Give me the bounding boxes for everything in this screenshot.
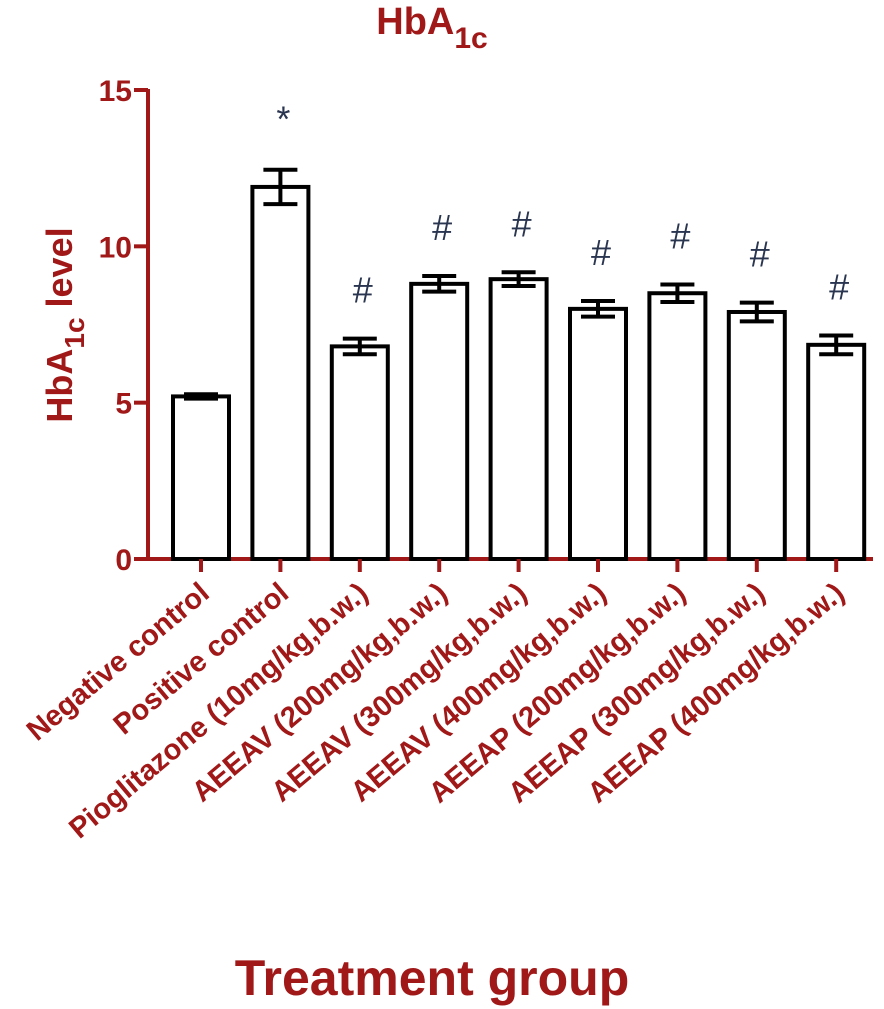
- significance-marker: #: [591, 232, 611, 273]
- significance-marker: #: [353, 270, 373, 311]
- bar: [329, 344, 390, 561]
- significance-marker: #: [670, 215, 690, 256]
- bar: [568, 306, 628, 561]
- chart-title-subscript: 1c: [454, 22, 487, 55]
- significance-marker: *: [276, 99, 290, 140]
- y-axis-label-subscript: 1c: [59, 317, 90, 348]
- bar: [726, 309, 787, 562]
- chart-title-main: HbA: [376, 1, 454, 43]
- bar: [171, 394, 231, 561]
- y-tick-label: 10: [99, 231, 132, 264]
- x-tick-label: Pioglitazone (10mg/kg,b.w.): [63, 577, 374, 845]
- bar: [409, 281, 470, 561]
- bar: [488, 277, 549, 561]
- y-axis-label-main: HbA: [39, 349, 80, 423]
- y-tick-label: 0: [115, 544, 132, 577]
- bar: [647, 291, 708, 561]
- y-tick-label: 15: [99, 75, 132, 108]
- significance-marker: #: [750, 234, 770, 275]
- significance-marker: #: [432, 207, 452, 248]
- y-tick-label: 5: [115, 388, 132, 421]
- y-axis-label: HbA1c level: [39, 227, 90, 422]
- bar: [250, 184, 311, 561]
- x-axis-label: Treatment group: [235, 950, 629, 1006]
- y-axis-label-rest: level: [39, 227, 80, 317]
- significance-marker: #: [829, 266, 849, 307]
- bar: [806, 342, 867, 561]
- significance-marker: #: [512, 203, 532, 244]
- chart-title: HbA1c: [376, 1, 487, 55]
